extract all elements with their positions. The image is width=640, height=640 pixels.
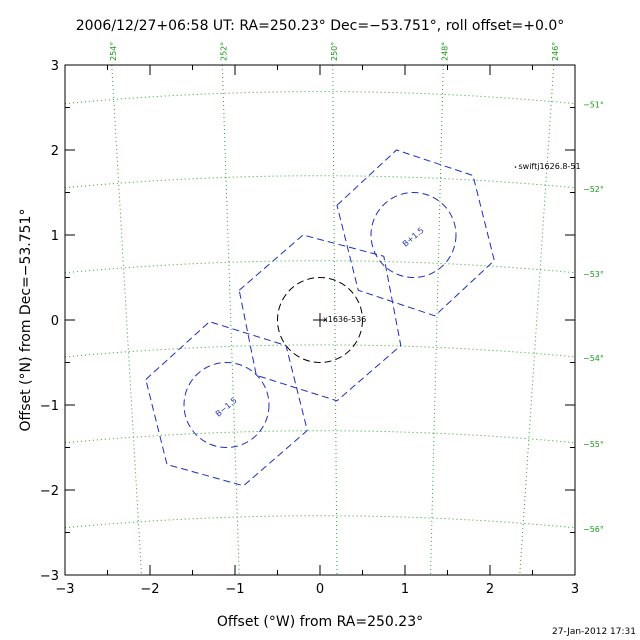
- x-tick-label: −2: [140, 582, 159, 597]
- fov-circle: [277, 277, 363, 363]
- y-tick-label: −1: [40, 399, 59, 414]
- dec-grid-label: −53°: [583, 270, 604, 279]
- dec-grid-label: −54°: [583, 354, 604, 363]
- fov-hexagon: [336, 149, 495, 317]
- ra-grid-label: 246°: [551, 42, 560, 61]
- y-axis-label: Offset (°N) from Dec=−53.751°: [18, 209, 34, 432]
- source-marker: [514, 166, 517, 168]
- grid-layer: −51° −52° −53° −54° −55° −56° 254° 252° 250° 248°…: [64, 42, 604, 576]
- fov-circle: [183, 362, 270, 448]
- ra-grid-line: [519, 64, 555, 576]
- fov-hexagon: [238, 234, 402, 402]
- x-tick-label: 0: [316, 582, 324, 597]
- ra-grid-line: [111, 64, 142, 576]
- dec-grid-label: −55°: [583, 440, 604, 449]
- source-label: swiftj1626.8-51: [519, 162, 581, 171]
- y-tick-label: 1: [51, 229, 59, 244]
- x-tick-label: 2: [486, 582, 494, 597]
- chart-title: 2006/12/27+06:58 UT: RA=250.23° Dec=−53.…: [76, 18, 565, 34]
- source-label: x1636-536: [323, 315, 366, 324]
- marks-layer: x1636-536 swiftj1626.8-51: [313, 162, 581, 327]
- dec-grid-line: [64, 430, 576, 444]
- ra-grid-label: 254°: [109, 42, 118, 61]
- dec-grid-label: −52°: [583, 185, 604, 194]
- y-tick-label: 0: [51, 314, 59, 329]
- x-tick-label: −3: [55, 582, 74, 597]
- dec-grid-line: [64, 515, 576, 529]
- dec-grid-line: [64, 344, 576, 358]
- ra-grid-label: 250°: [330, 42, 339, 61]
- fov-hexagon: [145, 321, 308, 487]
- dec-grid-label: −51°: [583, 101, 604, 110]
- axes-layer: −3−3 −2 −2 −1 −1 0 0 1 1 2 2 3 3: [40, 59, 579, 597]
- x-axis-label: Offset (°W) from RA=250.23°: [217, 614, 423, 630]
- dec-grid-line: [64, 260, 576, 274]
- y-tick-label: −3: [40, 569, 59, 584]
- ra-grid-line: [430, 64, 444, 576]
- x-tick-label: 1: [401, 582, 409, 597]
- y-tick-label: 2: [51, 144, 59, 159]
- x-tick-label: 3: [571, 582, 579, 597]
- ra-grid-label: 252°: [219, 42, 228, 61]
- circle-label-minus: B−1.5: [214, 396, 239, 419]
- dec-grid-line: [64, 175, 576, 189]
- fov-circle: [370, 192, 457, 278]
- y-tick-label: −2: [40, 484, 59, 499]
- circle-label-plus: B+1.5: [401, 226, 426, 249]
- x-tick-label: −1: [225, 582, 244, 597]
- dec-grid-line: [64, 91, 576, 105]
- y-tick-label: 3: [51, 59, 59, 74]
- ra-grid-line: [221, 64, 240, 576]
- ra-grid-label: 248°: [440, 42, 449, 61]
- dec-grid-label: −56°: [583, 525, 604, 534]
- footer-timestamp: 27-Jan-2012 17:31: [552, 627, 636, 637]
